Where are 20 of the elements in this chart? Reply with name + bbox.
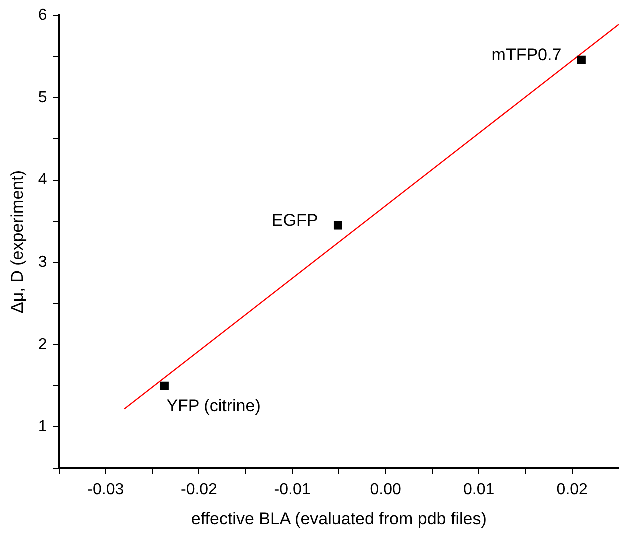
- x-tick-label: -0.03: [88, 481, 124, 498]
- annotation: YFP (citrine): [166, 396, 261, 416]
- y-tick-label: 2: [38, 336, 48, 354]
- x-tick-label: 0.01: [464, 481, 495, 498]
- x-tick-label: 0.02: [556, 481, 588, 498]
- point: [160, 382, 169, 390]
- y-tick-label: 4: [38, 172, 48, 189]
- y-tick-label: 6: [38, 7, 48, 24]
- x-tick-label: 0.00: [370, 481, 402, 498]
- x-tick-label: -0.01: [274, 481, 311, 498]
- y-axis-title: Δμ, D (experiment): [8, 170, 27, 314]
- y-tick-label: 5: [38, 89, 48, 106]
- annotation: EGFP: [272, 211, 318, 230]
- x-axis-title: effective BLA (evaluated from pdb files): [191, 509, 487, 528]
- point: [577, 56, 586, 64]
- point: [334, 221, 342, 230]
- annotation: mTFP0.7: [492, 46, 562, 65]
- y-tick-label: 1: [38, 418, 48, 436]
- x-tick-label: -0.02: [180, 481, 218, 498]
- y-tick-label: 3: [38, 254, 48, 271]
